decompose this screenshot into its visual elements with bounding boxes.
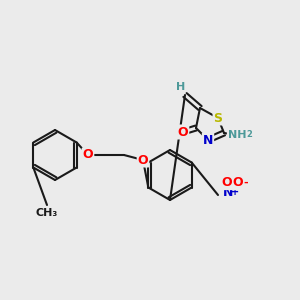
Text: -: - (244, 178, 248, 188)
Text: O: O (138, 154, 148, 166)
Text: O: O (233, 176, 243, 190)
Text: +: + (231, 187, 239, 197)
Text: O: O (222, 176, 232, 190)
Text: S: S (214, 112, 223, 124)
Text: NH: NH (228, 130, 246, 140)
Text: CH₃: CH₃ (36, 208, 58, 218)
Text: H: H (176, 82, 185, 92)
Text: 2: 2 (246, 130, 252, 139)
Text: N: N (223, 187, 233, 200)
Text: O: O (83, 148, 93, 161)
Text: O: O (178, 125, 188, 139)
Text: N: N (203, 134, 213, 146)
